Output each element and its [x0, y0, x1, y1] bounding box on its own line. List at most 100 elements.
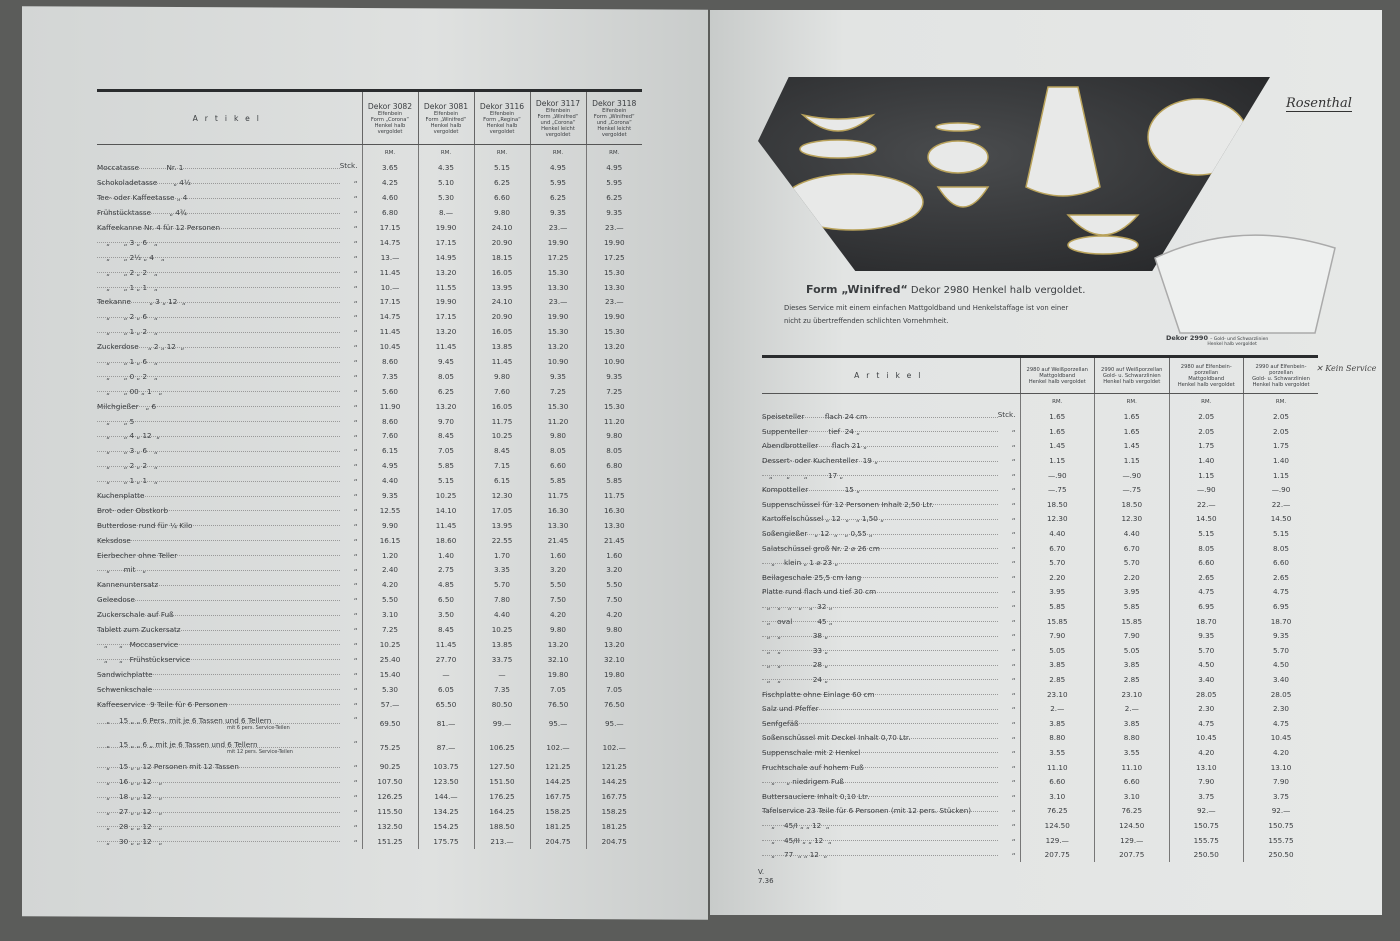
price-cell: 69.50 — [361, 711, 418, 736]
price-cell: 188.50 — [473, 819, 530, 834]
price-cell: 3.10 — [1094, 788, 1169, 804]
unit-label: „ — [1011, 745, 1016, 755]
article-cell: Platte rund flach und tief 30 cm „ — [762, 585, 1020, 600]
price-cell: 19.90 — [585, 309, 642, 325]
price-cell: 15.30 — [529, 264, 586, 280]
table-row: „ „ 38 „ „ 7.90 7.90 9.35 9.35 — [762, 628, 1318, 643]
article-cell: Schwenkschale „ — [97, 682, 362, 697]
article-cell: „ „ 2 „ 2 „ „ — [97, 458, 362, 473]
price-cell: 102.— — [529, 735, 586, 760]
dots — [762, 621, 998, 623]
dekor-description: Henkel halb — [430, 122, 462, 129]
unit-label: „ — [1011, 643, 1016, 652]
article-label: „ „ 2 „ 2 „ — [97, 461, 158, 471]
table-row: Fischplatte ohne Einlage 60 cm „ 23.10 23.1… — [762, 686, 1318, 702]
table-row: Kompotteller 15 „ „ —.75 —.75 —.90 —.90 — [762, 482, 1318, 498]
unit-label: „ — [353, 324, 358, 334]
dots — [762, 781, 998, 783]
dekor-description: Henkel leicht — [597, 125, 632, 132]
dots — [762, 810, 998, 812]
article-cell: Schokoladetasse „ 4½ „ — [97, 175, 362, 190]
price-cell: 3.20 — [585, 562, 642, 578]
dekor-description: Form „Winifred“ — [537, 113, 579, 120]
price-cell: 13.95 — [473, 517, 530, 533]
price-cell: 16.30 — [529, 502, 586, 518]
unit-label: „ — [353, 735, 358, 745]
article-cell: Suppenteller tief 24 „ „ — [762, 424, 1020, 439]
price-cell: 10.25 — [473, 428, 530, 444]
article-label: Kaffeekanne Nr. 4 für 12 Personen — [97, 223, 221, 232]
price-cell: 8.05 — [1168, 540, 1244, 556]
unit-label: „ — [353, 443, 358, 453]
price-cell: 3.40 — [1243, 672, 1318, 687]
price-cell: 2.20 — [1094, 570, 1169, 585]
price-cell: 5.85 — [585, 473, 642, 489]
price-cell: 11.55 — [417, 279, 474, 295]
price-cell: 9.35 — [1168, 628, 1244, 643]
article-label: „ „ 2½ „ 4 „ — [97, 252, 165, 262]
price-cell: —.90 — [1019, 467, 1095, 483]
column-description: 2980 auf Elfenbein- — [1180, 363, 1232, 370]
article-label: Fischplatte ohne Einlage 60 cm — [762, 689, 875, 699]
unit-label: „ — [1011, 628, 1016, 638]
currency-label: RM. — [361, 144, 418, 161]
price-cell: 4.95 — [361, 458, 418, 474]
dots — [97, 495, 340, 497]
article-label: Suppenschale mit 2 Henkel — [762, 747, 861, 757]
article-cell: Moccatasse Nr. 1 Stck. — [97, 161, 362, 176]
price-cell: 75.25 — [361, 735, 418, 760]
price-cell: 3.55 — [1019, 745, 1095, 760]
column-description: Gold- u. Schwarzlinien — [1252, 375, 1310, 382]
price-cell: 9.80 — [585, 428, 642, 444]
price-cell: 5.15 — [473, 160, 530, 176]
dots — [97, 510, 340, 512]
price-cell: 16.05 — [473, 324, 530, 340]
price-cell: 204.75 — [529, 833, 586, 849]
price-cell: 10.45 — [1168, 730, 1244, 746]
article-cell: Eierbecher ohne Teller „ — [97, 548, 362, 563]
dots — [97, 450, 340, 452]
price-cell: 9.80 — [529, 622, 586, 637]
dekor-number: Dekor 3082 — [367, 101, 413, 111]
dots — [97, 723, 340, 725]
dekor-description: Form „Winifred“ — [425, 116, 467, 123]
unit-label: „ — [353, 458, 358, 468]
price-cell: 13.10 — [1168, 759, 1244, 775]
price-cell: 2.05 — [1168, 424, 1244, 439]
price-cell: 11.45 — [361, 324, 418, 340]
price-cell: 5.85 — [529, 473, 586, 489]
unit-label: „ — [353, 309, 358, 319]
price-cell: 2.— — [1094, 701, 1169, 716]
price-cell: 6.80 — [585, 458, 642, 474]
price-cell: 4.75 — [1168, 715, 1244, 731]
price-cell: 9.35 — [585, 205, 642, 221]
price-cell: 76.25 — [1094, 803, 1169, 819]
price-cell: 15.30 — [529, 324, 586, 340]
dots — [762, 460, 998, 462]
article-label: Dessert- oder Kuchenteller 19 „ — [762, 456, 878, 466]
article-label: „ „ 2 „ 6 „ — [97, 312, 158, 322]
price-cell: —.90 — [1168, 482, 1244, 498]
dots — [762, 664, 998, 666]
table-row: Buttersauciere Inhalt 0,10 Ltr. „ 3.10 3.10… — [762, 788, 1318, 804]
article-cell: Geleedose „ — [97, 592, 362, 607]
price-cell: 9.70 — [417, 413, 474, 429]
price-cell: 1.70 — [473, 547, 530, 563]
table-row: „ „ 24 „ „ 2.85 2.85 3.40 3.40 — [762, 672, 1318, 687]
column-description: 2990 auf Weißporzellan — [1101, 366, 1163, 373]
price-cell: 1.65 — [1019, 409, 1095, 425]
article-cell: Senfgefäß „ — [762, 716, 1020, 731]
unit-label: „ — [1011, 730, 1016, 740]
dots — [762, 445, 998, 447]
dekor-number: Dekor 3118 — [592, 98, 637, 108]
article-label: „ „ 00 „ 1 „ — [97, 386, 163, 396]
price-cell: 6.25 — [585, 190, 642, 206]
unit-label: „ — [1011, 599, 1016, 609]
article-cell: Soßengießer „ 12 „ „ 0,55 „ „ — [762, 526, 1020, 541]
price-cell: 5.50 — [529, 577, 586, 593]
price-cell: 1.40 — [417, 547, 474, 563]
price-cell: 106.25 — [473, 735, 530, 760]
unit-label: „ — [353, 711, 358, 721]
price-cell: 158.25 — [529, 804, 586, 820]
price-cell: 6.50 — [417, 592, 474, 608]
